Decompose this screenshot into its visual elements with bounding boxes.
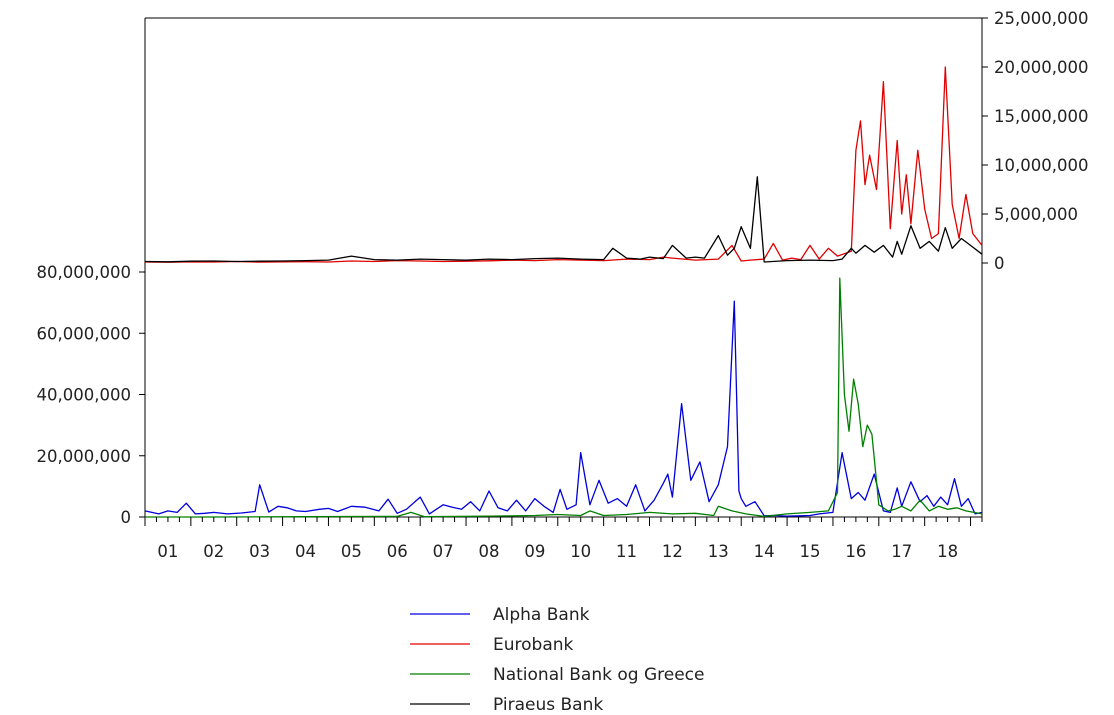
x-tick-label: 13 xyxy=(708,542,729,561)
x-tick-label: 04 xyxy=(295,542,316,561)
left-y-tick-label: 60,000,000 xyxy=(37,324,131,343)
right-y-tick-label: 20,000,000 xyxy=(994,58,1088,77)
series-line-eurobank xyxy=(144,66,983,263)
right-y-tick-label: 15,000,000 xyxy=(994,107,1088,126)
x-tick-label: 01 xyxy=(157,542,178,561)
x-tick-label: 16 xyxy=(845,542,866,561)
series-layer xyxy=(144,66,983,518)
left-y-tick-label: 20,000,000 xyxy=(37,447,131,466)
legend: Alpha Bank Eurobank National Bank og Greec… xyxy=(410,605,704,715)
series-line-national-bank-og-greece xyxy=(145,277,983,518)
legend-label-eurobank: Eurobank xyxy=(493,635,574,655)
x-tick-label: 14 xyxy=(754,542,775,561)
legend-label-national-bank-og-greece: National Bank og Greece xyxy=(493,665,704,685)
left-y-tick-label: 40,000,000 xyxy=(37,386,131,405)
x-tick-label: 06 xyxy=(387,542,408,561)
right-y-tick-label: 10,000,000 xyxy=(994,156,1088,175)
x-tick-label: 09 xyxy=(524,542,545,561)
series-line-alpha-bank xyxy=(144,300,983,517)
x-tick-label: 18 xyxy=(937,542,958,561)
x-tick-label: 07 xyxy=(433,542,454,561)
x-tick-label: 03 xyxy=(249,542,270,561)
legend-label-alpha-bank: Alpha Bank xyxy=(493,605,590,625)
left-y-tick-label: 80,000,000 xyxy=(37,263,131,282)
x-tick-label: 15 xyxy=(800,542,821,561)
right-y-tick-label: 5,000,000 xyxy=(994,205,1078,224)
x-tick-label: 10 xyxy=(570,542,591,561)
x-tick-label: 05 xyxy=(341,542,362,561)
legend-label-piraeus-bank: Piraeus Bank xyxy=(493,695,603,715)
x-tick-label: 11 xyxy=(616,542,637,561)
x-tick-label: 08 xyxy=(478,542,499,561)
x-tick-label: 17 xyxy=(891,542,912,561)
x-tick-label: 12 xyxy=(662,542,683,561)
axes-layer: 0 5,000,000 10,000,000 15,000,000 20,000,000… xyxy=(37,9,1089,561)
right-y-tick-label: 0 xyxy=(994,254,1005,273)
panel-frames xyxy=(144,17,983,518)
x-tick-label: 02 xyxy=(203,542,224,561)
series-line-piraeus-bank xyxy=(144,176,983,263)
right-y-tick-label: 25,000,000 xyxy=(994,9,1088,28)
left-y-tick-label: 0 xyxy=(121,508,132,527)
